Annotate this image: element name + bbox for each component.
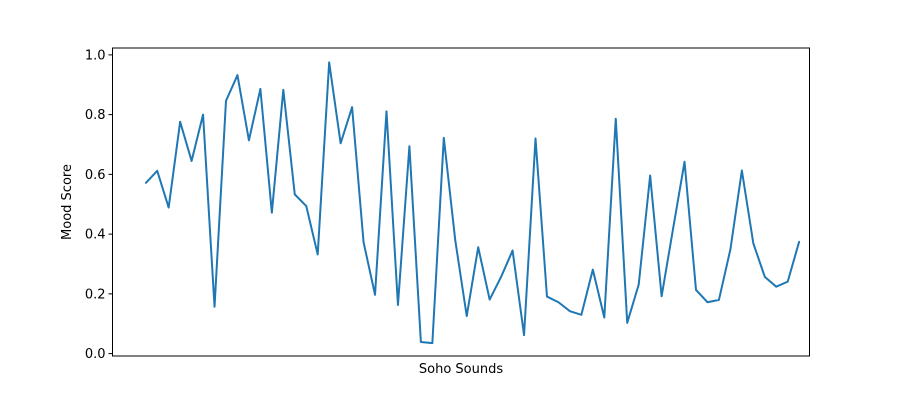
data-point	[339, 142, 342, 145]
data-point	[477, 246, 480, 249]
data-point	[500, 276, 502, 278]
data-point	[179, 120, 181, 123]
data-point	[706, 301, 709, 304]
data-point	[316, 253, 319, 256]
data-point	[775, 285, 778, 288]
data-point	[248, 139, 250, 142]
data-point	[786, 280, 789, 283]
data-point	[397, 304, 399, 306]
plot-area	[144, 61, 801, 345]
data-point	[603, 316, 606, 319]
y-tick-label: 0.0	[85, 347, 106, 362]
series-line	[145, 61, 801, 345]
data-point	[626, 322, 629, 324]
data-point	[259, 88, 262, 90]
data-point	[592, 268, 594, 271]
data-point	[614, 118, 617, 120]
data-point	[546, 295, 548, 298]
data-point	[695, 289, 697, 291]
data-point	[225, 100, 227, 102]
data-point	[660, 295, 663, 298]
data-point	[167, 206, 170, 209]
data-point	[649, 174, 651, 177]
data-point	[362, 241, 365, 243]
data-point	[729, 248, 732, 251]
y-tick-label: 0.8	[85, 108, 106, 123]
data-point	[741, 169, 743, 172]
data-point	[443, 137, 445, 139]
y-tick-label: 0.6	[85, 168, 106, 183]
data-point	[328, 61, 330, 64]
data-point	[718, 299, 720, 301]
y-tick-label: 1.0	[85, 48, 106, 63]
data-point	[202, 113, 204, 116]
data-point	[213, 305, 216, 308]
data-point	[431, 342, 434, 344]
data-point	[511, 249, 514, 252]
data-point	[683, 161, 686, 163]
data-point	[557, 301, 560, 304]
data-point	[144, 182, 147, 184]
data-point	[763, 276, 766, 278]
data-point	[672, 227, 674, 230]
y-tick-label: 0.2	[85, 287, 106, 302]
data-point	[385, 110, 388, 113]
y-axis-title: Mood Score	[60, 164, 75, 240]
data-point	[580, 313, 583, 316]
data-point	[271, 211, 273, 214]
x-axis-title: Soho Sounds	[419, 362, 503, 377]
data-point	[454, 239, 457, 242]
data-point	[534, 137, 537, 140]
data-point	[374, 293, 376, 296]
data-point	[282, 89, 285, 91]
data-point	[569, 310, 571, 312]
data-point	[523, 334, 525, 336]
data-point	[798, 240, 800, 243]
data-point	[465, 315, 468, 317]
y-tick-label: 0.4	[85, 228, 106, 243]
data-point	[156, 169, 159, 172]
data-point	[637, 283, 640, 286]
y-axis: 0.0 0.2 0.4 0.6 0.8 1.0	[85, 48, 113, 362]
data-point	[488, 298, 491, 301]
data-point	[293, 193, 296, 196]
axes-frame	[112, 47, 810, 357]
data-point	[190, 160, 193, 162]
data-point	[236, 74, 239, 76]
data-point	[752, 242, 755, 245]
data-point	[305, 205, 308, 207]
data-point	[351, 106, 353, 108]
data-point	[408, 145, 411, 148]
data-point	[420, 341, 422, 343]
